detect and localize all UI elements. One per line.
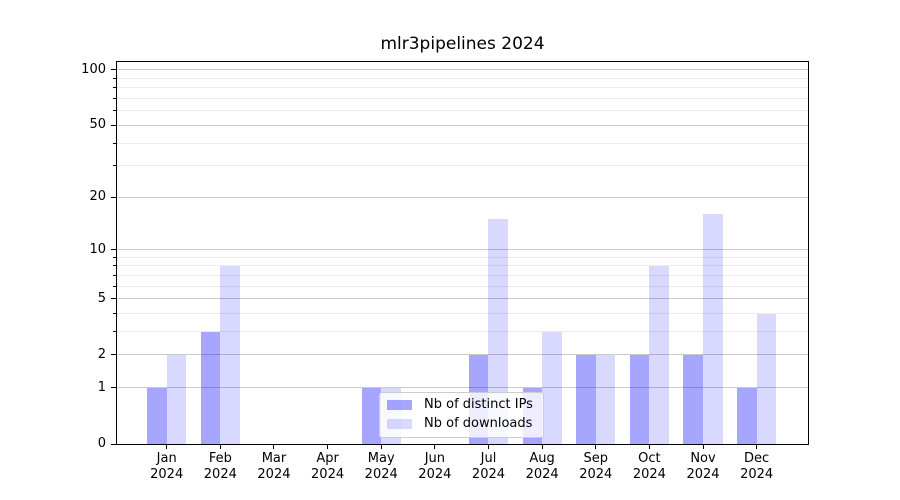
y-tick-label: 10: [89, 241, 106, 257]
legend-swatch-downloads: [387, 419, 412, 429]
x-tick-label: Jan 2024: [150, 451, 184, 482]
chart-title: mlr3pipelines 2024: [380, 34, 545, 54]
x-tick-label: Dec 2024: [740, 451, 774, 482]
y-tick-label: 50: [89, 117, 106, 133]
gridline-minor: [117, 98, 808, 99]
x-tick-label: Apr 2024: [311, 451, 345, 482]
bar-nb-of-downloads-feb-2024: [220, 265, 240, 444]
bar-nb-of-distinct-ips-nov-2024: [683, 354, 703, 444]
y-tick-mark: [111, 387, 116, 389]
x-tick-mark: [541, 444, 543, 449]
y-tick-mark: [111, 124, 116, 126]
gridline-major: [117, 354, 808, 356]
bars-layer: [117, 62, 808, 444]
bar-nb-of-distinct-ips-sep-2024: [576, 354, 596, 444]
bar-nb-of-distinct-ips-oct-2024: [629, 354, 650, 444]
y-tick-mark-minor: [113, 256, 116, 258]
gridline-minor: [117, 110, 808, 112]
x-tick-mark: [595, 444, 597, 449]
x-tick-label: Mar 2024: [257, 451, 291, 482]
x-tick-mark: [273, 444, 275, 449]
legend-label-distinct-ips: Nb of distinct IPs: [424, 397, 533, 412]
bar-nb-of-downloads-nov-2024: [703, 214, 723, 444]
y-tick-label: 0: [97, 436, 106, 451]
x-tick-label: May 2024: [364, 451, 398, 482]
y-tick-mark-minor: [113, 165, 116, 167]
x-tick-mark: [487, 444, 489, 449]
gridline-major: [117, 387, 808, 389]
y-tick-label: 5: [97, 290, 106, 306]
bar-nb-of-downloads-dec-2024: [756, 313, 777, 444]
y-tick-mark: [111, 249, 116, 251]
x-tick-mark: [380, 444, 382, 449]
y-tick-mark: [111, 196, 116, 198]
y-tick-mark-minor: [113, 110, 116, 112]
x-tick-label: Aug 2024: [525, 451, 559, 482]
y-tick-label: 1: [97, 379, 106, 395]
legend-item-downloads: Nb of downloads: [387, 417, 536, 431]
bar-nb-of-distinct-ips-jan-2024: [147, 387, 167, 444]
y-tick-label: 20: [89, 189, 106, 205]
bar-nb-of-downloads-aug-2024: [542, 331, 562, 444]
x-tick-mark: [166, 444, 168, 449]
x-tick-label: Jun 2024: [418, 451, 452, 482]
gridline-minor: [117, 256, 808, 258]
x-tick-label: Sep 2024: [579, 451, 613, 482]
y-tick-mark-minor: [113, 285, 116, 287]
gridline-minor: [117, 331, 808, 333]
bar-nb-of-downloads-jul-2024: [488, 219, 509, 444]
y-tick-mark: [111, 354, 116, 356]
x-tick-label: Nov 2024: [686, 451, 720, 482]
legend: Nb of distinct IPs Nb of downloads: [379, 392, 544, 438]
legend-item-distinct-ips: Nb of distinct IPs: [387, 398, 536, 412]
y-tick-mark-minor: [113, 274, 116, 276]
y-tick-label: 2: [97, 346, 106, 362]
gridline-major: [117, 249, 808, 251]
y-tick-mark-minor: [113, 142, 116, 144]
gridline-minor: [117, 285, 808, 287]
bar-nb-of-distinct-ips-feb-2024: [200, 331, 221, 444]
y-tick-mark: [111, 298, 116, 300]
y-tick-mark-minor: [113, 331, 116, 333]
gridline-minor: [117, 265, 808, 267]
bar-nb-of-downloads-sep-2024: [595, 354, 616, 444]
legend-swatch-distinct-ips: [387, 400, 412, 410]
x-tick-mark: [648, 444, 650, 449]
x-tick-label: Jul 2024: [471, 451, 506, 482]
y-tick-mark: [111, 69, 116, 71]
gridline-major: [117, 298, 808, 300]
x-tick-mark: [327, 444, 329, 449]
x-tick-label: Oct 2024: [632, 451, 666, 482]
x-tick-mark: [434, 444, 436, 449]
x-tick-mark: [702, 444, 704, 449]
y-tick-mark-minor: [113, 77, 116, 79]
plot-area: [116, 61, 809, 445]
bar-nb-of-distinct-ips-may-2024: [361, 387, 382, 444]
gridline-minor: [117, 274, 808, 276]
bar-nb-of-distinct-ips-dec-2024: [737, 387, 757, 444]
y-tick-mark-minor: [113, 98, 116, 99]
bar-nb-of-downloads-jan-2024: [166, 354, 187, 444]
legend-label-downloads: Nb of downloads: [424, 416, 533, 431]
grid-layer: [117, 62, 808, 444]
x-tick-label: Feb 2024: [203, 451, 237, 482]
gridline-minor: [117, 313, 808, 315]
gridline-minor: [117, 77, 808, 79]
y-tick-mark-minor: [113, 265, 116, 267]
gridline-minor: [117, 87, 808, 89]
y-tick-mark-minor: [113, 87, 116, 89]
gridline-major: [117, 196, 808, 198]
gridline-major: [117, 69, 808, 71]
y-tick-label: 100: [81, 61, 106, 77]
bar-nb-of-downloads-oct-2024: [649, 265, 669, 444]
gridline-major: [117, 124, 808, 126]
gridline-minor: [117, 142, 808, 144]
y-tick-mark-minor: [113, 313, 116, 315]
gridline-minor: [117, 165, 808, 167]
x-tick-mark: [219, 444, 221, 449]
y-tick-mark: [111, 443, 116, 445]
x-tick-mark: [756, 444, 758, 449]
